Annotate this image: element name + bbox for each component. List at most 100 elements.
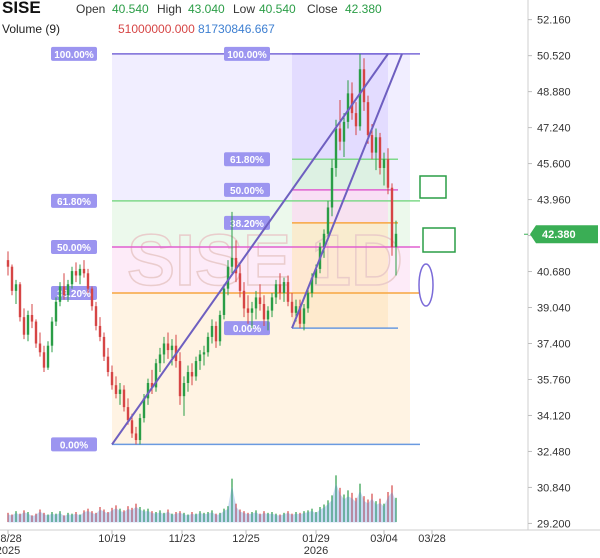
candle-body [114,385,118,394]
x-tick-label: 12/25 [232,533,260,545]
low-label: Low [233,2,256,16]
volume-bar [239,509,241,522]
fib-label-large: 61.80% [57,197,91,208]
volume-bar [243,511,245,522]
x-tick-label: 03/04 [370,533,398,545]
candle-body [74,271,78,276]
candle-body [342,121,346,142]
volume-bar [139,507,141,522]
volume-label: Volume (9) [2,22,61,36]
volume-bar [155,512,157,522]
open-value: 40.540 [112,2,149,16]
volume-bar [135,503,137,522]
fib-label-bg-large [51,286,97,301]
y-tick-label: 37.400 [537,339,571,351]
candle-body [150,382,154,388]
volume-value-primary: 51000000.000 [118,22,195,36]
volume-bar [111,507,113,522]
volume-bar [295,512,297,522]
y-tick-label: 48.880 [537,87,571,99]
volume-bar [219,512,221,522]
candle-body [162,343,166,355]
y-tick-label: 39.040 [537,303,571,315]
candle-body [194,361,198,377]
x-tick-label: 08/28 [0,533,22,545]
volume-value-secondary: 81730846.667 [198,22,275,36]
volume-bar [255,510,257,522]
candle-body [362,69,366,103]
candle-body [386,159,390,188]
volume-bar [51,512,53,522]
candle-body [186,372,190,383]
volume-bar [287,511,289,522]
last-price-label: 42.380 [542,229,576,241]
candle-body [278,284,282,294]
volume-bar [99,507,101,522]
candle-body [154,363,158,388]
volume-bar [259,513,261,522]
rectangle-shape[interactable] [419,175,447,199]
candle-body [238,273,242,291]
volume-bar [283,512,285,522]
symbol-title: SISE [2,0,41,17]
candle-body [358,69,362,127]
candle-body [50,321,54,346]
ellipse-shape[interactable] [418,263,434,307]
fib-label-small: 0.00% [233,324,261,335]
volume-area [7,483,397,523]
candle-body [218,314,222,342]
volume-bar [279,514,281,522]
trend-line[interactable] [111,53,389,446]
candle-body [202,352,206,355]
candle-body [94,306,98,326]
candle-body [142,398,146,419]
volume-bar [359,483,361,522]
candle-body [326,207,330,234]
candle-body [302,308,306,324]
volume-bar [183,512,185,522]
candle-body [274,284,278,298]
volume-bar [327,500,329,522]
volume-bar [323,504,325,522]
candle-body [10,266,14,291]
volume-bar [343,494,345,522]
volume-bar [267,512,269,522]
candle-body [70,271,74,285]
volume-bar [67,512,69,522]
trend-line[interactable] [291,53,403,329]
fib-zone-small [292,159,388,190]
volume-bar [207,512,209,522]
candle-body [314,268,318,278]
volume-bar [351,492,353,522]
candle-body [382,159,386,168]
rectangle-shape[interactable] [422,227,456,253]
volume-bar [291,513,293,522]
volume-bar [331,495,333,522]
candle-body [298,306,302,324]
volume-bar [211,510,213,522]
candle-body [90,288,94,307]
volume-bar [215,513,217,522]
low-value: 40.540 [259,2,296,16]
volume-bar [199,511,201,522]
candle-body [98,325,102,337]
candle-body [374,137,378,153]
candle-body [206,336,210,353]
fib-label-large: 100.00% [54,50,94,61]
volume-bar [355,497,357,522]
candle-body [34,321,38,344]
x-tick-label: 03/28 [418,533,446,545]
x-tick-label: 01/29 [302,533,330,545]
volume-bar [23,510,25,522]
candle-body [110,372,114,386]
candle-body [334,128,338,168]
candle-body [18,284,22,318]
volume-bar [263,511,265,522]
volume-bar [175,512,177,522]
fib-label-large: 50.00% [57,243,91,254]
fib-label-bg-large [51,437,97,452]
candle-body [86,273,90,289]
candle-body [266,310,270,320]
high-label: High [157,2,182,16]
